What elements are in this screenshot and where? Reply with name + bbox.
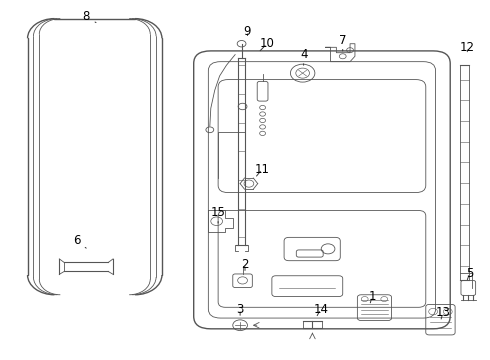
Text: 14: 14 <box>313 303 328 316</box>
Text: 8: 8 <box>82 10 96 23</box>
Text: 7: 7 <box>339 33 346 51</box>
Text: 12: 12 <box>460 41 475 54</box>
Text: 5: 5 <box>466 267 473 280</box>
Text: 1: 1 <box>368 290 376 303</box>
Text: 10: 10 <box>260 37 274 51</box>
Text: 13: 13 <box>436 306 450 319</box>
Text: 15: 15 <box>211 206 225 223</box>
Text: 9: 9 <box>244 25 251 38</box>
Text: 3: 3 <box>237 303 244 316</box>
Text: 11: 11 <box>255 163 270 176</box>
Text: 4: 4 <box>300 48 307 65</box>
Text: 2: 2 <box>241 258 249 271</box>
Text: 6: 6 <box>73 234 86 248</box>
